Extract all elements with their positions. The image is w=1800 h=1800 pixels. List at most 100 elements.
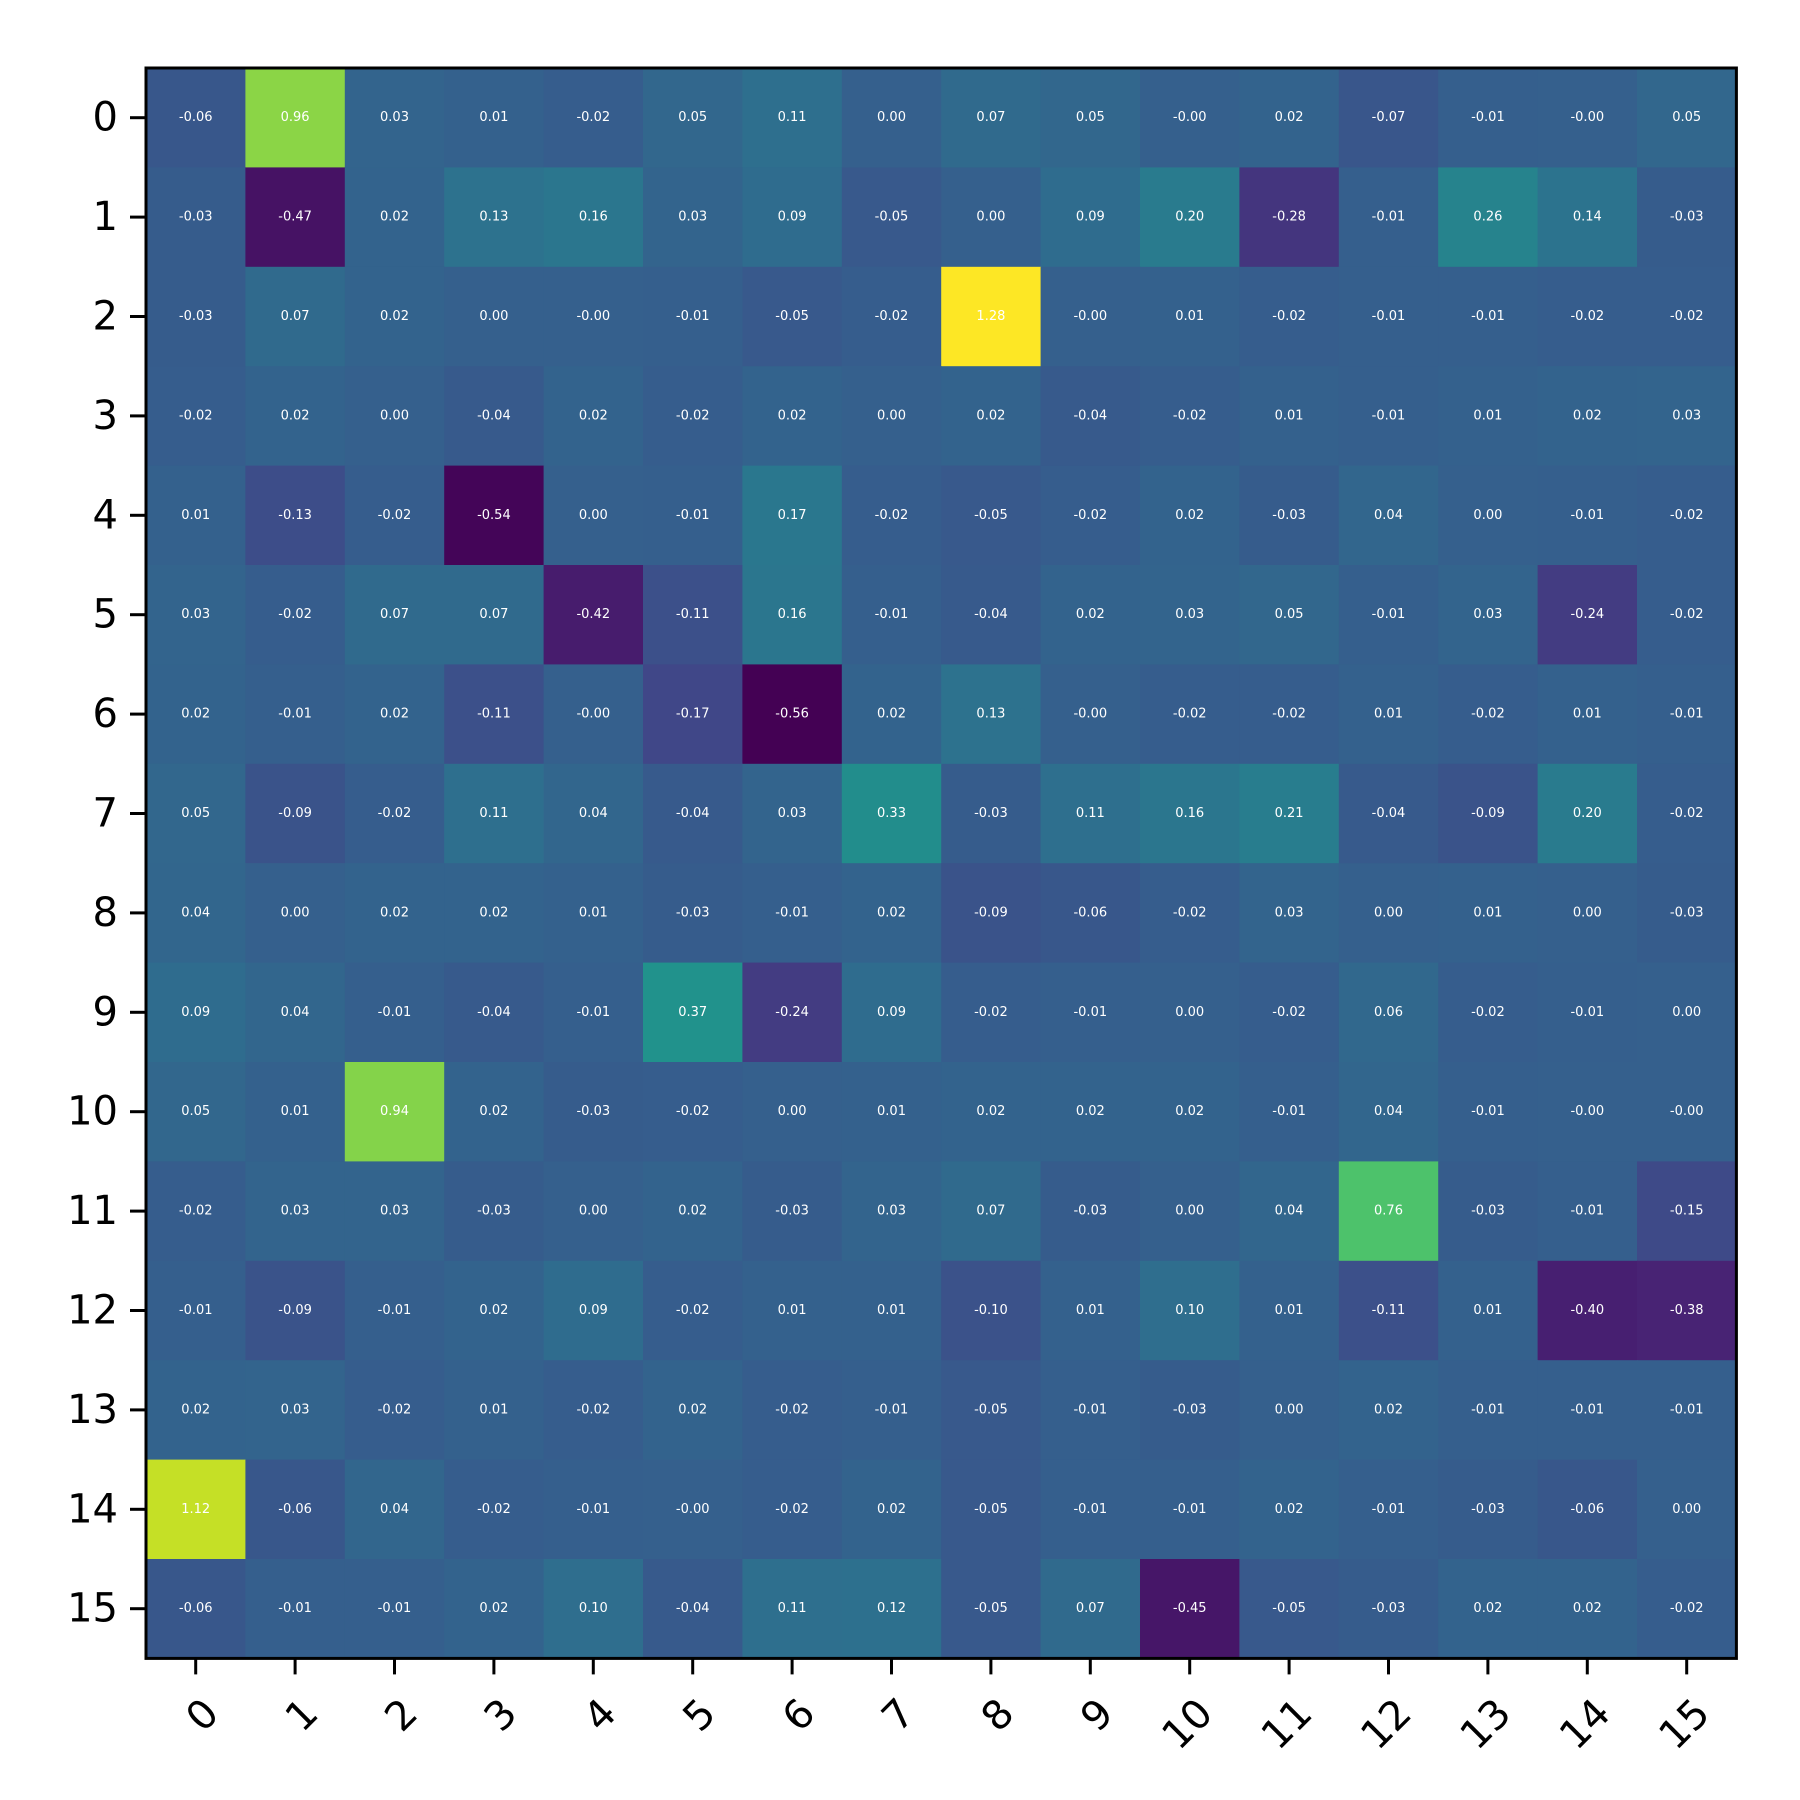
cell-label-r11-c3: -0.03: [477, 1204, 511, 1219]
heatmap-cell-r5-c8: [941, 565, 1042, 665]
cell-label-r9-c5: 0.37: [678, 1005, 707, 1020]
heatmap-cell-r15-c8: [941, 1559, 1042, 1659]
heatmap-cell-r5-c0: [146, 565, 246, 665]
cell-label-r2-c3: 0.00: [479, 309, 508, 324]
cell-label-r8-c9: -0.06: [1073, 905, 1107, 920]
cell-label-r14-c1: -0.06: [278, 1502, 312, 1517]
cell-label-r7-c15: -0.02: [1670, 806, 1704, 821]
heatmap-cell-r15-c11: [1239, 1559, 1340, 1659]
cell-label-r2-c12: -0.01: [1372, 309, 1406, 324]
heatmap-cell-r2-c9: [1040, 266, 1141, 367]
heatmap-cell-r7-c3: [444, 763, 545, 864]
cell-label-r1-c15: -0.03: [1670, 210, 1704, 225]
cell-label-r6-c0: 0.02: [181, 707, 210, 722]
x-axis: 0 1 2 3 4 5 6 7 8 9 10 11 12 13 14 15: [177, 1658, 1719, 1759]
heatmap-cell-r0-c10: [1140, 68, 1240, 168]
heatmap-cell-r6-c0: [146, 664, 246, 765]
heatmap-cell-r14-c15: [1637, 1459, 1737, 1560]
cell-label-r15-c8: -0.05: [974, 1601, 1008, 1616]
cell-label-r12-c12: -0.11: [1372, 1303, 1406, 1318]
heatmap-cell-r2-c6: [742, 266, 843, 367]
heatmap-cell-r15-c6: [742, 1559, 843, 1659]
cell-label-r10-c0: 0.05: [181, 1104, 210, 1119]
heatmap-cell-r8-c11: [1239, 863, 1340, 964]
heatmap-cells: [146, 68, 1737, 1659]
cell-label-r8-c11: 0.03: [1275, 905, 1304, 920]
heatmap-cell-r9-c12: [1338, 962, 1439, 1063]
x-tick-label-2: 2: [376, 1690, 427, 1741]
heatmap-cell-r2-c8: [941, 266, 1042, 367]
heatmap-cell-r7-c14: [1537, 763, 1638, 864]
heatmap-cell-r0-c4: [543, 68, 644, 168]
heatmap-cell-r9-c3: [444, 962, 545, 1063]
heatmap-cell-r2-c5: [643, 266, 743, 367]
heatmap-cell-r1-c4: [543, 167, 644, 268]
cell-label-r14-c8: -0.05: [974, 1502, 1008, 1517]
cell-label-r15-c14: 0.02: [1573, 1601, 1602, 1616]
cell-label-r8-c3: 0.02: [479, 905, 508, 920]
heatmap-cell-r8-c12: [1338, 863, 1439, 964]
heatmap-cell-r2-c3: [444, 266, 545, 367]
heatmap-cell-r15-c5: [643, 1559, 743, 1659]
cell-label-r8-c8: -0.09: [974, 905, 1008, 920]
heatmap-cell-r7-c12: [1338, 763, 1439, 864]
cell-label-r1-c4: 0.16: [579, 210, 608, 225]
cell-label-r7-c7: 0.33: [877, 806, 906, 821]
heatmap-cell-r13-c10: [1140, 1360, 1240, 1461]
cell-label-r6-c3: -0.11: [477, 707, 511, 722]
heatmap-cell-r6-c6: [742, 664, 843, 765]
cell-label-r13-c9: -0.01: [1073, 1402, 1107, 1417]
heatmap-cell-r11-c8: [941, 1161, 1042, 1262]
heatmap-cell-r5-c3: [444, 565, 545, 665]
heatmap-cell-r11-c13: [1438, 1161, 1539, 1262]
heatmap-cell-r10-c9: [1040, 1062, 1141, 1162]
cell-label-r15-c12: -0.03: [1372, 1601, 1406, 1616]
cell-label-r7-c10: 0.16: [1175, 806, 1204, 821]
heatmap-cell-r0-c15: [1637, 68, 1737, 168]
cell-label-r3-c10: -0.02: [1173, 408, 1207, 423]
heatmap-cell-r10-c0: [146, 1062, 246, 1162]
y-tick-label-12: 12: [67, 1288, 118, 1334]
cell-label-r3-c11: 0.01: [1275, 408, 1304, 423]
x-tick-label-11: 11: [1253, 1690, 1322, 1759]
heatmap-cell-r4-c6: [742, 465, 843, 566]
heatmap-cell-r11-c14: [1537, 1161, 1638, 1262]
heatmap-cell-r0-c2: [344, 68, 445, 168]
heatmap-cell-r5-c6: [742, 565, 843, 665]
cell-label-r9-c12: 0.06: [1374, 1005, 1403, 1020]
x-tick-label-15: 15: [1650, 1690, 1719, 1759]
heatmap-cell-r0-c8: [941, 68, 1042, 168]
cell-label-r15-c4: 0.10: [579, 1601, 608, 1616]
heatmap-cell-r13-c9: [1040, 1360, 1141, 1461]
cell-label-r5-c5: -0.11: [676, 607, 710, 622]
cell-label-r15-c3: 0.02: [479, 1601, 508, 1616]
cell-label-r8-c1: 0.00: [281, 905, 310, 920]
heatmap-cell-r3-c3: [444, 366, 545, 467]
cell-label-r13-c11: 0.00: [1275, 1402, 1304, 1417]
cell-label-r13-c0: 0.02: [181, 1402, 210, 1417]
cell-label-r8-c2: 0.02: [380, 905, 409, 920]
cell-label-r8-c6: -0.01: [775, 905, 809, 920]
heatmap-cell-r4-c0: [146, 465, 246, 566]
heatmap-cell-r11-c11: [1239, 1161, 1340, 1262]
cell-label-r10-c10: 0.02: [1175, 1104, 1204, 1119]
heatmap-cell-r8-c15: [1637, 863, 1737, 964]
heatmap-cell-r13-c3: [444, 1360, 545, 1461]
y-tick-label-10: 10: [67, 1089, 118, 1135]
heatmap-cell-r12-c4: [543, 1260, 644, 1361]
cell-label-r10-c6: 0.00: [778, 1104, 807, 1119]
cell-label-r4-c1: -0.13: [278, 508, 312, 523]
heatmap-cell-r7-c8: [941, 763, 1042, 864]
heatmap-cell-r7-c15: [1637, 763, 1737, 864]
plot-frame: [144, 66, 1738, 1660]
heatmap-cell-r12-c0: [146, 1260, 246, 1361]
heatmap-cell-r3-c6: [742, 366, 843, 467]
heatmap-cell-r15-c10: [1140, 1559, 1240, 1659]
cell-label-r14-c14: -0.06: [1570, 1502, 1604, 1517]
cell-label-r5-c0: 0.03: [181, 607, 210, 622]
heatmap-cell-r4-c12: [1338, 465, 1439, 566]
heatmap-cell-r15-c15: [1637, 1559, 1737, 1659]
heatmap-cell-r1-c10: [1140, 167, 1240, 268]
cell-label-r9-c4: -0.01: [576, 1005, 610, 1020]
heatmap-cell-r10-c6: [742, 1062, 843, 1162]
